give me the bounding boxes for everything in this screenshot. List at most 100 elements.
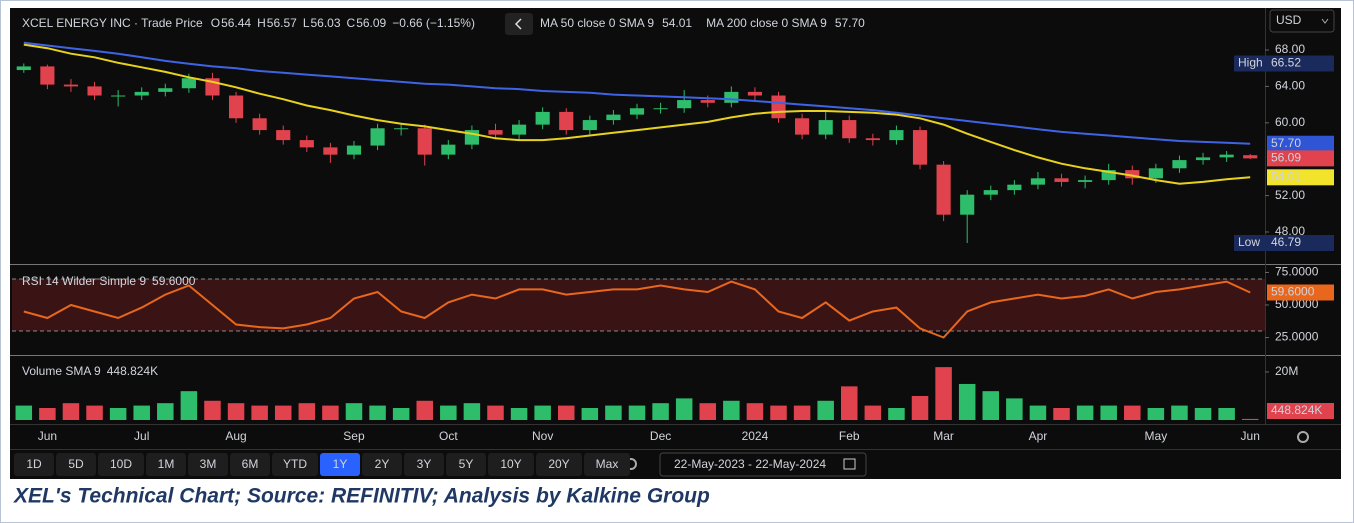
volume-bar [487,405,504,420]
legend-value: 59.6000 [152,274,196,288]
candle-body [582,120,597,131]
currency-select[interactable] [1269,9,1335,33]
price-marker [1267,150,1334,167]
candle-body [653,108,668,110]
range-button[interactable] [404,453,444,476]
volume-bar [652,403,669,420]
volume-bar [817,400,834,420]
candle-body [795,118,810,135]
volume-bar [723,400,740,420]
legend-entry: MA 50 close 0 SMA 9 [540,16,654,30]
y-tick-label: 60.00 [1275,115,1305,129]
candle-body [1054,178,1069,182]
candle-body [606,114,621,121]
volume-bar [628,405,646,420]
volume-bar [440,405,457,420]
volume-bar [1076,405,1094,420]
range-button[interactable] [98,453,144,476]
x-tick-label: Oct [439,429,458,443]
volume-bar [770,405,787,420]
candle-body [1007,184,1022,191]
candle-body [252,118,267,131]
candle-body [1172,160,1187,169]
legend-entry: MA 200 close 0 SMA 9 [706,16,827,30]
range-button-label: 5D [68,457,84,471]
volume-bar [699,403,717,420]
candle-body [63,84,79,87]
candle-body [276,130,291,141]
volume-bar [888,407,905,420]
volume-bar [1053,407,1070,420]
marker-name-box [1234,55,1267,72]
date-range[interactable] [659,452,867,477]
range-button-label: 1Y [333,457,348,471]
moving-average-line [23,41,1251,145]
y-tick-label: 50.0000 [1275,297,1319,311]
volume-bar [605,405,622,420]
x-tick-label: Jul [134,429,149,443]
range-button-label: 1D [26,457,42,471]
range-button-label: 2Y [375,457,390,471]
range-button-label: 6M [242,457,259,471]
rsi-line [23,280,1251,339]
range-button-label: 10Y [500,457,521,471]
caption: XEL's Technical Chart; Source: REFINITIV… [13,485,710,508]
candle-body [771,95,786,119]
legend-value: 57.70 [835,16,865,30]
range-button[interactable] [320,453,360,476]
moving-average-line [23,43,1251,185]
ohlc-value: 56.09 [356,16,386,30]
settings-icon[interactable] [1297,431,1309,443]
range-button[interactable] [14,453,54,476]
candle-body [1078,180,1093,182]
volume-bar [1147,407,1165,420]
range-button-label: YTD [283,457,307,471]
volume-bar [62,403,80,420]
range-button[interactable] [584,453,630,476]
x-tick-label: Nov [532,429,553,443]
range-button[interactable] [56,453,96,476]
range-button-label: 3Y [417,457,432,471]
candle-body [370,128,385,146]
volume-bar [581,407,599,420]
candle-body [323,147,338,155]
candle-body [299,140,314,148]
candle-body [912,130,928,165]
range-button[interactable] [272,453,318,476]
range-button[interactable] [362,453,402,476]
ohlc-value: 56.03 [311,16,341,30]
y-tick-label: 48.00 [1275,224,1305,238]
volume-bar [416,400,433,420]
range-button[interactable] [188,453,228,476]
ohlc-value: 56.44 [221,16,251,30]
volume-bar [109,407,127,420]
volume-bar [86,405,103,420]
volume-bar [157,403,174,420]
marker-name: High [1238,56,1263,70]
x-tick-label: May [1145,429,1168,443]
range-button[interactable] [488,453,534,476]
legend-entry: RSI 14 Wilder Simple 9 [22,274,146,288]
price-change: −0.66 (−1.15%) [392,16,475,30]
x-tick-label: Aug [225,429,246,443]
collapse-button[interactable] [505,13,533,35]
volume-bar [463,403,481,420]
candle-body [559,111,574,131]
marker-name: Low [1238,235,1260,249]
legend-value: 54.01 [662,16,692,30]
range-button[interactable] [446,453,486,476]
x-tick-label: Feb [839,429,860,443]
candle-body [983,190,998,195]
candle-body [87,86,102,96]
range-button[interactable] [230,453,270,476]
x-tick-label: Dec [650,429,671,443]
candle-body [346,145,362,155]
rsi-band [12,278,1265,331]
volume-bar [1194,407,1212,420]
rsi-marker [1267,284,1334,301]
volume-bar [133,405,150,420]
candle-body [535,111,550,125]
range-button[interactable] [146,453,186,476]
price-marker [1267,55,1334,72]
range-button[interactable] [536,453,582,476]
